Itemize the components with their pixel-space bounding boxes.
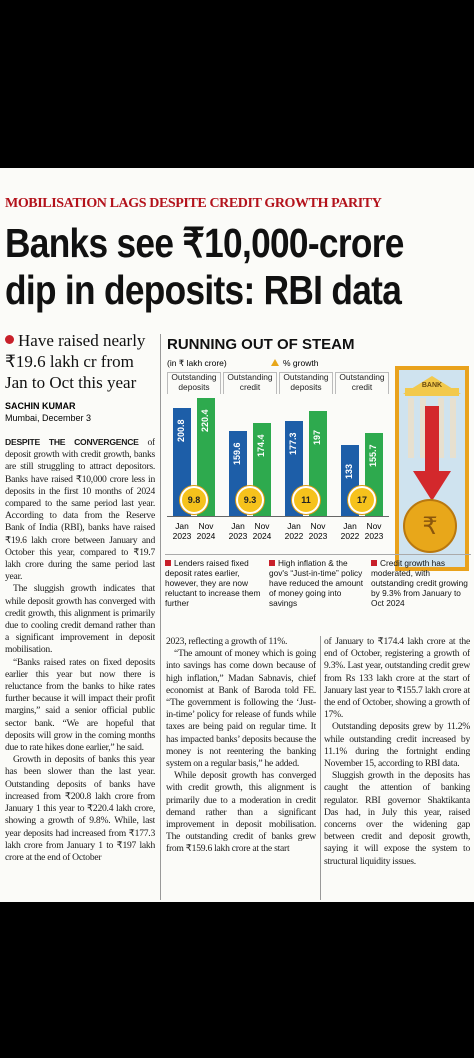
note-text: Credit growth has moderated, with outsta… [371,558,468,608]
lead-in: DESPITE THE CONVERGENCE [5,437,139,447]
paragraph-text: Sluggish growth in the deposits has caug… [324,770,470,867]
rule [160,334,161,900]
column: DESPITE THE CONVERGENCE of deposit growt… [5,436,155,900]
value-label: 220.4 [200,409,210,432]
paragraph-text: The sluggish growth indicates that while… [5,583,155,656]
svg-text:BANK: BANK [422,382,442,389]
bank-illustration: BANK ₹ [395,366,469,571]
rule [165,554,471,555]
author: SACHIN KUMAR [5,401,76,411]
paragraph-text: Growth in deposits of banks this year ha… [5,754,155,863]
headline-line: dip in deposits: RBI data [5,267,402,313]
paragraph-text: “Banks raised rates on fixed deposits ea… [5,656,155,754]
value-label: 174.4 [256,434,266,457]
summary: Have raised nearly ₹19.6 lakh cr from Ja… [5,330,157,393]
paragraph: 2023, reflecting a growth of 11%. [166,636,316,648]
paragraph: Outstanding deposits grew by 11.2% while… [324,721,470,770]
value-label: 197 [312,429,322,445]
baseline [167,516,389,517]
group-header: Outstanding deposits [167,372,221,394]
chart: RUNNING OUT OF STEAM (in ₹ lakh crore) %… [165,334,471,616]
growth-label: 9.8 [180,486,208,514]
paragraph-text: of deposit growth with credit growth, ba… [5,437,155,583]
paragraph: of January to ₹174.4 lakh crore at the e… [324,636,470,721]
note-bullet [165,560,171,566]
note: Lenders raised fixed deposit rates earli… [165,558,263,608]
value-label: 177.3 [288,432,298,456]
newspaper-clipping: MOBILISATION LAGS DESPITE CREDIT GROWTH … [0,168,474,902]
paragraph: The sluggish growth indicates that while… [5,583,155,656]
group-header: Outstanding deposits [279,372,333,394]
paragraph: DESPITE THE CONVERGENCE of deposit growt… [5,436,155,583]
paragraph: “The amount of money which is going into… [166,648,316,770]
value-label: 133 [344,463,354,479]
note: Credit growth has moderated, with outsta… [371,558,469,608]
group-header: Outstanding credit [223,372,277,394]
value-label: 200.8 [176,419,186,443]
legend-icon [271,359,279,366]
note-text: High inflation & the gov's “Just-in-time… [269,558,364,608]
growth-label: 11 [292,486,320,514]
column: of January to ₹174.4 lakh crore at the e… [324,636,470,900]
note-bullet [371,560,377,566]
chart-title: RUNNING OUT OF STEAM [167,336,355,353]
category-label: Nov 2023 [308,521,328,541]
note: High inflation & the gov's “Just-in-time… [269,558,365,608]
growth-label: 17 [348,486,376,514]
note-bullet [269,560,275,566]
category-label: Nov 2023 [364,521,384,541]
rule [320,636,321,900]
kicker: MOBILISATION LAGS DESPITE CREDIT GROWTH … [5,196,382,211]
category-label: Nov 2024 [196,521,216,541]
value-label: 155.7 [368,444,378,467]
paragraph-text: While deposit growth has converged with … [166,770,316,855]
bar [197,398,215,516]
growth-label: 9.3 [236,486,264,514]
bullet [5,335,14,344]
paragraph: “Banks raised rates on fixed deposits ea… [5,657,155,755]
value-label: 159.6 [232,442,242,465]
headline-line: Banks see ₹10,000-crore [5,220,404,266]
paragraph: Sluggish growth in the deposits has caug… [324,770,470,868]
category-label: Jan 2022 [284,521,304,541]
paragraph-text: “The amount of money which is going into… [166,648,316,770]
headline: Banks see ₹10,000-crore dip in deposits:… [5,220,404,314]
category-label: Jan 2023 [172,521,192,541]
paragraph-text: Outstanding deposits grew by 11.2% while… [324,721,470,770]
paragraph-text: 2023, reflecting a growth of 11%. [166,636,288,647]
svg-text:₹: ₹ [422,512,437,540]
dateline: Mumbai, December 3 [5,413,92,423]
category-label: Nov 2024 [252,521,272,541]
summary-text: Have raised nearly ₹19.6 lakh cr from Ja… [5,331,146,392]
note-text: Lenders raised fixed deposit rates earli… [165,558,261,608]
unit-label: (in ₹ lakh crore) [167,358,227,368]
paragraph: While deposit growth has converged with … [166,770,316,855]
legend-label: % growth [283,358,319,368]
paragraph-text: of January to ₹174.4 lakh crore at the e… [324,636,470,721]
category-label: Jan 2022 [340,521,360,541]
group-header: Outstanding credit [335,372,389,394]
column: 2023, reflecting a growth of 11%. “The am… [166,636,316,900]
category-label: Jan 2023 [228,521,248,541]
paragraph: Growth in deposits of banks this year ha… [5,754,155,864]
